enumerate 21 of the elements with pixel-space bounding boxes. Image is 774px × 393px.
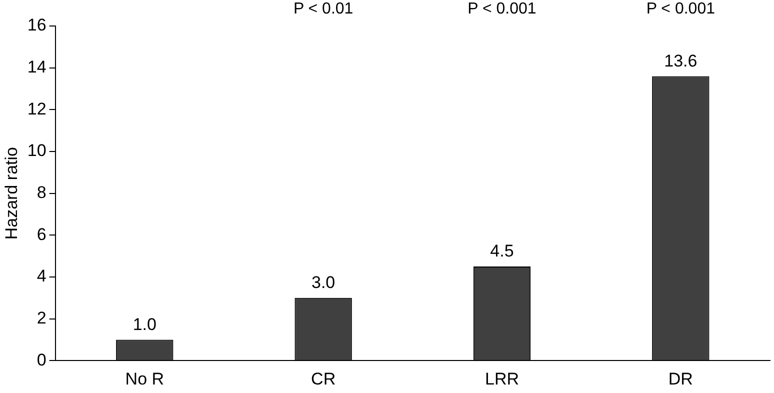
x-tick-label: No R: [125, 369, 164, 388]
y-tick-label: 2: [36, 308, 46, 328]
text: P < 0.01: [293, 0, 354, 18]
data-label: 3.0: [312, 273, 336, 292]
y-axis-title: Hazard ratio: [2, 146, 21, 240]
data-label: 1.0: [132, 314, 156, 334]
x-tick-label: LRR: [484, 369, 519, 388]
data-label: 4.5: [490, 242, 514, 261]
text: P < 0.001: [468, 0, 536, 18]
y-tick-label: 16: [27, 16, 46, 35]
y-tick-label: 6: [36, 224, 46, 244]
data-label: 13.6: [664, 51, 698, 70]
y-tick-label: 0: [36, 350, 46, 370]
y-tick-label: 8: [36, 182, 46, 202]
y-tick-label: 4: [36, 266, 46, 286]
y-tick-label: 10: [27, 141, 46, 160]
text: P < 0.001: [646, 0, 716, 18]
x-tick-label: DR: [668, 369, 693, 388]
y-tick-label: 14: [27, 58, 46, 77]
x-tick-label: CR: [311, 369, 336, 388]
y-tick-label: 12: [27, 99, 46, 118]
